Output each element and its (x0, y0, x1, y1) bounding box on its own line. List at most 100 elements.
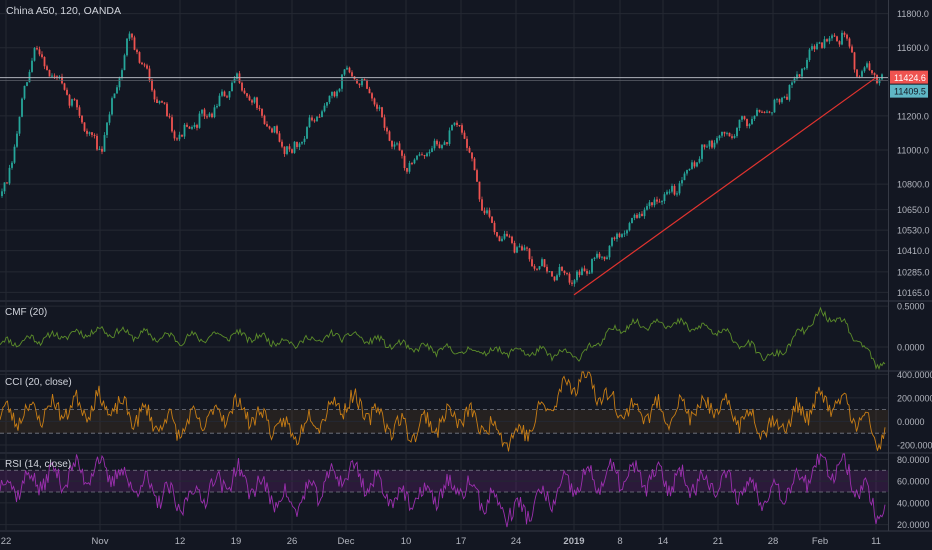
candles (1, 30, 883, 287)
candle-body (403, 155, 406, 169)
candle-body (761, 111, 763, 113)
candle-body (71, 99, 73, 106)
candle-body (823, 39, 826, 48)
candle-body (328, 95, 331, 103)
price-tick-label: 10165.0 (897, 288, 930, 298)
candle-body (203, 109, 206, 117)
candle-body (693, 162, 696, 167)
candle-body (646, 206, 648, 210)
time-axis-label: 8 (617, 536, 622, 547)
candle-body (688, 168, 691, 171)
candle-body (711, 140, 713, 148)
candle-body (31, 60, 33, 72)
candle-body (468, 147, 471, 153)
time-axis-label: 14 (658, 536, 669, 547)
candle-body (146, 65, 148, 69)
candle-body (676, 193, 678, 195)
candle-body (358, 83, 361, 86)
candle-body (356, 79, 358, 84)
time-axis-label: 21 (713, 536, 724, 547)
candle-body (588, 272, 591, 274)
candle-body (708, 140, 711, 147)
candle-body (763, 111, 766, 113)
candle-body (691, 162, 693, 169)
candle-body (111, 98, 113, 115)
candle-body (848, 38, 851, 47)
candle-body (173, 131, 176, 139)
candle-body (33, 48, 36, 61)
candle-body (768, 111, 771, 113)
candle-body (681, 180, 683, 184)
candle-body (581, 268, 583, 275)
candle-body (161, 101, 163, 103)
candle-body (121, 70, 123, 79)
time-axis-label: 26 (287, 536, 298, 547)
candle-body (696, 162, 698, 167)
candle-body (868, 63, 871, 71)
candle-body (101, 148, 103, 152)
candle-body (53, 75, 56, 77)
candle-body (198, 113, 201, 128)
candle-body (448, 130, 451, 144)
candle-body (873, 73, 876, 75)
candle-body (846, 34, 848, 39)
candle-body (771, 112, 773, 114)
candle-body (833, 35, 836, 37)
candle-body (741, 116, 743, 120)
candle-body (336, 91, 338, 97)
candle-body (301, 141, 303, 144)
time-axis-label: Nov (92, 536, 109, 547)
candle-body (8, 167, 11, 184)
candle-body (751, 118, 753, 125)
candle-body (276, 126, 278, 134)
candle-body (281, 141, 283, 147)
candle-body (273, 126, 276, 133)
candle-body (241, 82, 243, 91)
candle-body (498, 236, 501, 242)
candle-body (283, 146, 286, 154)
time-axis-label: 12 (175, 536, 186, 547)
candle-body (93, 134, 96, 136)
candle-body (366, 79, 368, 89)
candle-body (471, 152, 473, 159)
candle-body (881, 74, 883, 80)
candle-body (593, 257, 596, 259)
candle-body (271, 128, 273, 133)
candle-body (128, 33, 131, 39)
candle-body (61, 76, 63, 84)
candle-body (181, 134, 183, 137)
candle-body (141, 62, 143, 65)
candle-body (168, 116, 171, 118)
candle-body (413, 159, 416, 164)
cmf-panel-title[interactable]: CMF (20) (5, 307, 48, 318)
price-tick-label: 11200.0 (897, 111, 929, 121)
candle-body (323, 105, 326, 112)
candle-body (806, 59, 808, 69)
candle-body (566, 273, 568, 275)
candle-body (661, 201, 663, 203)
candle-body (798, 74, 801, 77)
rsi-panel-title[interactable]: RSI (14, close) (5, 459, 72, 470)
symbol-title[interactable]: China A50, 120, OANDA (6, 5, 121, 17)
candle-body (21, 98, 23, 117)
candle-body (753, 115, 756, 119)
candle-body (503, 233, 506, 239)
candle-body (308, 117, 311, 128)
candle-body (611, 237, 613, 246)
price-tick-label: 10530.0 (897, 226, 930, 236)
candle-body (398, 143, 401, 151)
candle-body (668, 191, 671, 193)
candle-body (578, 271, 581, 275)
candle-body (571, 282, 573, 284)
candle-body (278, 133, 281, 142)
candle-body (736, 127, 738, 137)
candle-body (91, 132, 93, 135)
candle-body (38, 49, 41, 55)
price-tick-label: 10800.0 (897, 180, 930, 190)
candle-body (713, 142, 716, 148)
candle-body (148, 68, 151, 80)
price-tick-label: 11000.0 (897, 146, 929, 156)
cci-panel-title[interactable]: CCI (20, close) (5, 377, 72, 388)
candle-body (3, 182, 6, 192)
